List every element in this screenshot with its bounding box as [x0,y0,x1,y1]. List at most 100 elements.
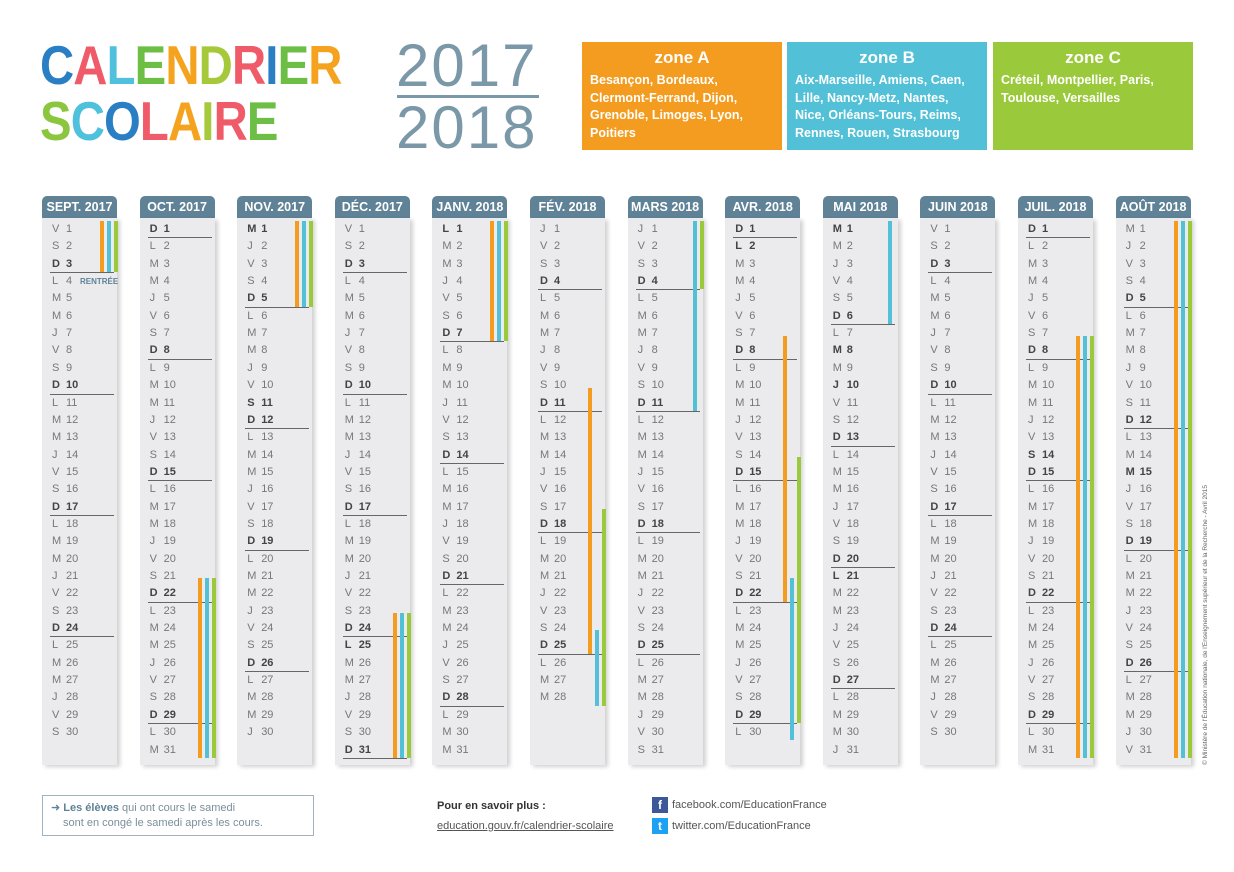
day-number: 26 [163,656,176,669]
day-row: D 22 [725,585,800,602]
weekday: M [149,517,159,530]
day-number: 25 [1042,639,1055,652]
day-row: M 22 [237,585,312,602]
weekday: V [52,708,60,721]
day-number: 16 [358,483,372,496]
day-number: 9 [846,361,853,374]
zone-a-box: zone A Besançon, Bordeaux, Clermont-Ferra… [582,42,782,150]
weekday: L [540,656,547,669]
vacation-bar-zone-b [790,578,795,741]
weekday: L [540,535,547,548]
day-number: 9 [66,361,73,374]
weekday: L [442,223,450,235]
day-number: 17 [163,500,176,513]
weekday: J [735,413,741,426]
day-row: M 20 [335,551,410,568]
day-row: S 10 [530,377,605,394]
day-number: 12 [456,413,469,426]
day-row: M 23 [432,603,507,620]
day-number: 7 [456,327,463,340]
day-number: 12 [651,413,664,426]
day-row: M 24 [140,620,215,637]
day-row: S 30 [335,724,410,741]
day-row: M 24 [725,620,800,637]
weekday: M [247,708,257,721]
day-number: 29 [163,708,176,721]
weekday: V [540,361,548,374]
day-row: M 11 [140,395,215,412]
day-number: 22 [66,587,79,600]
vacation-bar-zone-a [197,578,202,758]
day-row: D 13 [823,429,898,446]
day-row: D 25 [628,637,703,654]
day-number: 14 [554,448,567,461]
weekday: S [52,604,60,617]
day-row: S 21 [1018,568,1093,585]
week-separator [440,584,505,586]
day-number: 17 [1042,500,1055,513]
day-row: M 13 [530,429,605,446]
day-row: J 14 [920,447,995,464]
week-separator [342,636,407,638]
weekday: V [930,587,938,600]
twitter-link[interactable]: t twitter.com/EducationFrance [652,818,811,834]
calendar-link[interactable]: education.gouv.fr/calendrier-scolaire [437,820,614,832]
day-number: 6 [261,309,268,322]
day-row: J 18 [432,516,507,533]
day-row: L 20 [1116,551,1191,568]
day-number: 24 [358,622,372,635]
month-column: JUIL. 2018 D 1 L 2 M 3 M 4 J 5 V 6 S 7 D 8 L 9 M 10 M 11 J 12 V 13… [1018,196,1094,765]
day-row: L 16 [140,481,215,498]
day-row: M 20 [920,551,995,568]
weekday: V [832,517,841,530]
weekday: D [344,257,353,270]
day-row: M 10 [140,377,215,394]
day-number: 24 [1042,622,1055,635]
day-row: M 31 [140,742,215,759]
day-number: 12 [554,413,567,426]
week-separator [733,723,798,725]
weekday: D [735,465,744,478]
weekday: J [1028,535,1034,548]
day-number: 18 [749,517,762,530]
weekday: M [832,726,842,739]
weekday: D [247,292,256,305]
day-row: V 29 [920,707,995,724]
day-number: 12 [846,413,860,426]
day-row: S 24 [628,620,703,637]
week-separator [928,393,993,395]
facebook-link[interactable]: f facebook.com/EducationFrance [652,797,827,813]
weekday: D [247,413,256,426]
day-row: M 28 [1116,689,1191,706]
day-row: M 10 [1018,377,1093,394]
week-separator [635,410,700,412]
weekday: V [442,656,450,669]
month-days: V 1 S 2 D 3 L 4 M 5 M 6 J 7 V 8 S 9 D 10 L 11 M 12 M 13 J 14 V 15 S 16 D… [334,218,411,765]
facebook-icon: f [652,797,668,813]
weekday: M [442,604,452,617]
day-row: M 18 [140,516,215,533]
day-row: S 14 [1018,447,1093,464]
weekday: S [637,379,645,392]
month-header: MAI 2018 [822,196,898,218]
weekday: D [149,708,158,721]
weekday: S [52,483,60,496]
day-number: 23 [163,604,176,617]
weekday: M [247,223,257,235]
day-number: 23 [651,604,664,617]
day-number: 10 [358,379,372,392]
weekday: V [1028,552,1036,565]
vacation-bar-zone-b [107,221,111,273]
weekday: M [637,431,647,444]
day-number: 5 [66,292,73,305]
day-number: 7 [66,327,73,340]
weekday: V [540,604,548,617]
day-number: 26 [1139,656,1152,669]
day-number: 17 [749,500,762,513]
